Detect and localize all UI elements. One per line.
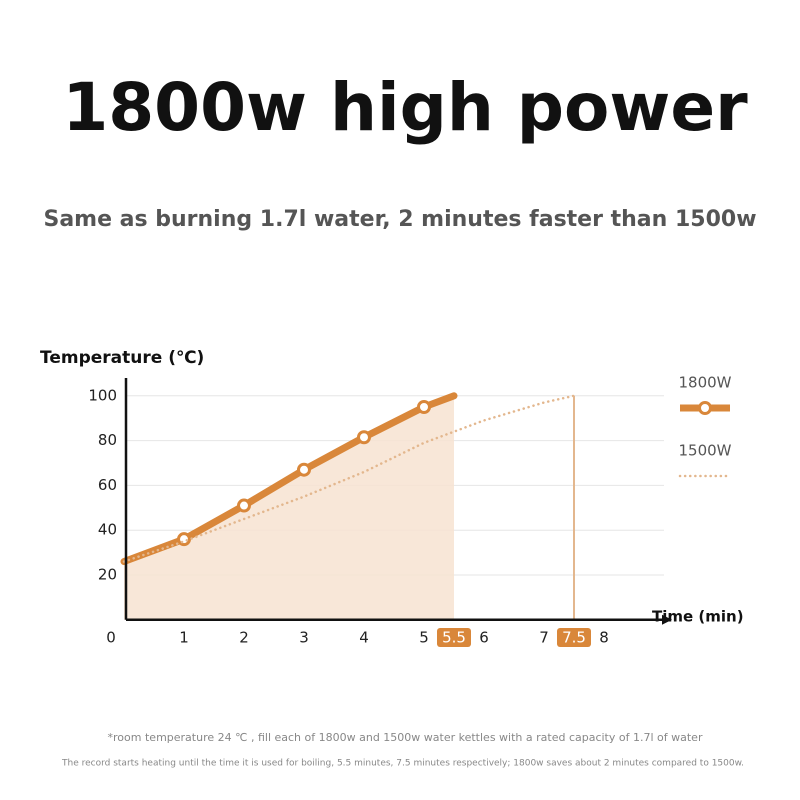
point-marker (357, 430, 371, 445)
point-marker (237, 498, 251, 513)
y-axis-label: Temperature (℃) (40, 348, 204, 368)
legend-label: 1500W (678, 442, 731, 460)
x-tick-label: 6 (479, 629, 489, 647)
legend-marker (698, 401, 712, 415)
x-axis-arrow (662, 614, 672, 625)
point-marker (177, 532, 191, 547)
x-highlight-label: 7.5 (562, 629, 586, 647)
data-line (122, 394, 576, 563)
x-tick-label: 4 (359, 629, 369, 647)
area (124, 395, 454, 620)
x-highlight-box (557, 628, 591, 647)
x-tick-label: 7 (539, 629, 549, 647)
y-tick-label: 80 (98, 431, 117, 449)
x-tick-label: 0 (106, 629, 116, 647)
x-tick-label: 5 (419, 629, 429, 647)
y-tick-label: 40 (98, 521, 117, 539)
x-highlight-label: 5.5 (442, 629, 466, 647)
y-tick-label: 20 (98, 566, 117, 584)
x-tick-label: 2 (239, 629, 249, 647)
x-tick-label: 1 (179, 629, 189, 647)
y-tick-label: 100 (88, 386, 117, 404)
x-tick-label: 8 (599, 629, 609, 647)
footnote: The record starts heating until the time… (61, 759, 744, 769)
x-highlight-box (437, 628, 471, 647)
point-marker (297, 462, 311, 477)
subtitle: Same as burning 1.7l water, 2 minutes fa… (43, 207, 756, 232)
legend-label: 1800W (678, 374, 731, 392)
footnote: *room temperature 24 ℃ , fill each of 18… (108, 731, 703, 744)
point-marker (417, 400, 431, 414)
x-axis-label: Time (min) (652, 608, 744, 626)
y-tick-label: 60 (98, 476, 117, 494)
x-tick-label: 3 (299, 629, 309, 647)
title: 1800w high power (62, 69, 748, 146)
